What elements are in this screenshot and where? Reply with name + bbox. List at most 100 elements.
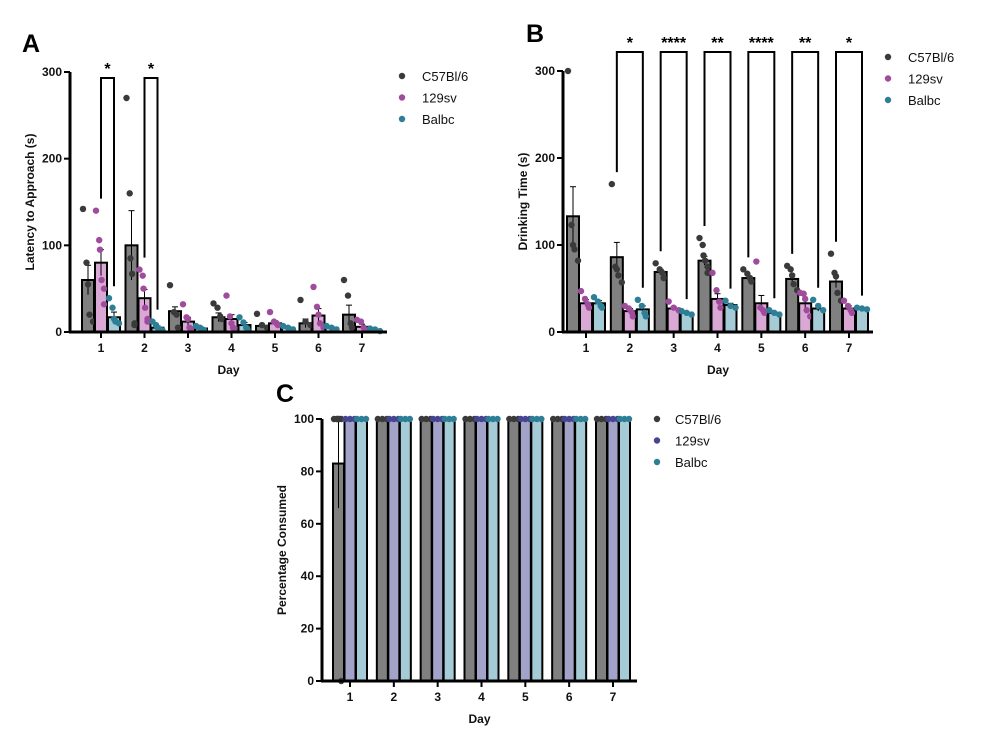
data-point — [722, 297, 729, 304]
data-point — [696, 234, 703, 242]
data-point — [485, 415, 492, 423]
significance-bracket — [747, 51, 776, 299]
y-tick-label: 60 — [301, 517, 315, 531]
data-point — [115, 320, 123, 327]
data-point — [853, 304, 861, 311]
data-point — [840, 297, 848, 304]
bar — [507, 418, 521, 682]
x-tick-label: 5 — [272, 341, 279, 355]
data-point — [362, 415, 370, 423]
x-axis-label: Day — [217, 363, 239, 377]
data-point — [344, 292, 352, 299]
data-point — [379, 415, 386, 423]
series-129sv — [577, 258, 856, 334]
data-point — [100, 301, 108, 308]
data-point — [709, 269, 716, 277]
data-point — [397, 415, 405, 423]
data-point — [86, 311, 93, 318]
legend-label: Balbc — [422, 112, 455, 127]
legend-label: 129sv — [675, 434, 710, 449]
y-axis-label: Drinking Time (s) — [516, 153, 530, 251]
data-point — [590, 294, 598, 301]
data-point — [429, 415, 437, 423]
data-point — [402, 415, 409, 423]
data-point — [776, 311, 783, 318]
x-tick-label: 1 — [98, 341, 105, 355]
data-point — [678, 307, 685, 315]
bar — [375, 418, 389, 682]
data-point — [366, 325, 374, 332]
legend-label: 129sv — [908, 72, 943, 87]
data-point — [92, 207, 100, 214]
data-point — [809, 296, 817, 304]
data-point — [771, 309, 778, 317]
data-point — [605, 415, 612, 423]
y-tick-label: 300 — [42, 65, 62, 79]
legend-label: Balbc — [908, 93, 941, 108]
data-point — [346, 415, 354, 423]
data-point — [226, 313, 234, 320]
data-point — [529, 415, 536, 423]
data-point — [608, 180, 616, 188]
x-tick-label: 2 — [141, 341, 148, 355]
data-point — [100, 285, 108, 292]
data-point — [139, 272, 146, 279]
data-point — [358, 415, 365, 423]
data-point — [166, 282, 174, 289]
x-tick-label: 2 — [390, 690, 397, 704]
bar — [595, 418, 608, 682]
data-point — [140, 285, 147, 292]
data-point — [141, 304, 149, 311]
data-point — [441, 415, 448, 423]
x-tick-label: 7 — [846, 341, 853, 355]
data-point — [585, 304, 593, 311]
x-tick-label: 4 — [228, 341, 235, 355]
data-point — [445, 415, 453, 423]
data-point — [827, 250, 835, 257]
data-point — [704, 269, 711, 277]
data-point — [858, 305, 866, 312]
significance-bracket — [615, 51, 644, 288]
bar — [398, 418, 412, 682]
data-point — [634, 296, 642, 304]
y-axis-label: Percentage Consumed — [275, 485, 289, 615]
data-point — [659, 269, 666, 277]
panel-C: C 0 20 40 60 80 100 1 2 3 4 5 6 7 Day Percentage Consum… — [275, 380, 721, 726]
data-point — [670, 304, 677, 311]
data-point — [609, 415, 617, 423]
data-point — [126, 190, 133, 197]
x-tick-label: 6 — [802, 341, 809, 355]
significance-label: ** — [799, 35, 812, 52]
data-point — [700, 252, 707, 259]
significance-label: **** — [661, 35, 687, 52]
data-point — [353, 415, 361, 423]
data-point — [96, 246, 104, 253]
data-point — [328, 324, 335, 331]
legend-item: Balbc — [653, 455, 708, 470]
bar — [618, 418, 631, 682]
data-point — [315, 311, 322, 318]
y-tick-label: 20 — [301, 622, 315, 636]
legend-marker — [653, 437, 661, 444]
legend-label: C57Bl/6 — [422, 69, 468, 84]
data-point — [144, 318, 151, 325]
data-point — [218, 315, 225, 323]
legend-marker — [653, 415, 661, 423]
data-point — [510, 415, 518, 423]
data-point — [574, 257, 582, 264]
x-tick-label: 1 — [347, 690, 354, 704]
data-point — [284, 324, 292, 331]
y-tick-label: 0 — [55, 325, 62, 339]
bar — [431, 418, 445, 682]
data-point — [683, 309, 690, 317]
data-point — [848, 309, 856, 317]
data-point — [390, 415, 398, 423]
x-tick-label: 4 — [714, 341, 721, 355]
legend-label: Balbc — [675, 455, 708, 470]
y-tick-label: 200 — [42, 152, 62, 166]
significance-bracket — [835, 51, 863, 296]
significance-bracket — [659, 51, 688, 300]
y-axis-label: Latency to Approach (s) — [23, 134, 37, 271]
data-point — [704, 263, 711, 270]
data-point — [819, 307, 827, 314]
